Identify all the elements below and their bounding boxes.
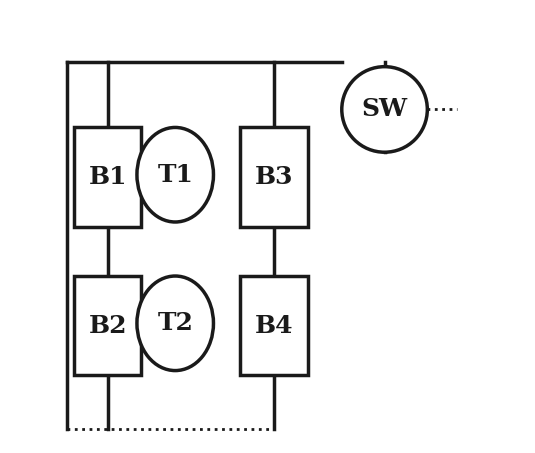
Ellipse shape: [137, 127, 213, 222]
Text: T2: T2: [157, 311, 193, 335]
FancyBboxPatch shape: [74, 127, 141, 226]
FancyBboxPatch shape: [241, 276, 308, 375]
Text: T1: T1: [157, 163, 193, 187]
Text: B1: B1: [88, 165, 127, 189]
Text: B2: B2: [88, 313, 127, 337]
Text: B3: B3: [255, 165, 294, 189]
Circle shape: [342, 67, 427, 152]
FancyBboxPatch shape: [74, 276, 141, 375]
FancyBboxPatch shape: [241, 127, 308, 226]
Text: SW: SW: [362, 97, 408, 121]
Ellipse shape: [137, 276, 213, 371]
Text: B4: B4: [255, 313, 294, 337]
